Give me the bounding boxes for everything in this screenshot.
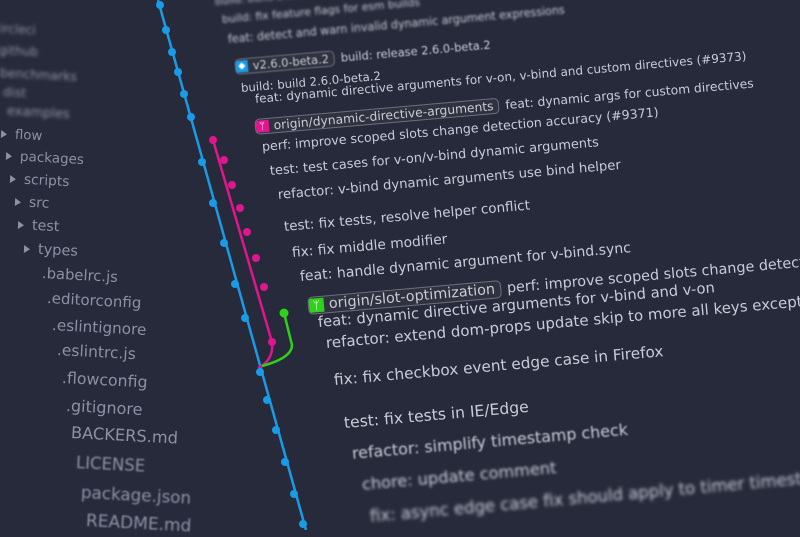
commit-dot <box>198 158 206 166</box>
commit-dot <box>156 1 164 9</box>
commit-dot <box>279 308 289 318</box>
commit-dot <box>272 426 280 434</box>
main-branch-line <box>156 0 308 530</box>
commit-dot <box>290 490 298 498</box>
commit-dot <box>220 156 228 164</box>
commit-dot <box>209 199 217 207</box>
commit-dot <box>236 204 244 212</box>
commit-dot <box>228 181 236 189</box>
commit-dot <box>268 338 276 346</box>
commit-dot <box>180 90 188 98</box>
slot-branch-line <box>261 312 294 368</box>
commit-dot <box>241 314 249 322</box>
commit-dot <box>209 136 217 144</box>
branch-icon: ᛘ <box>255 119 270 134</box>
commit-dot <box>243 228 251 236</box>
commit-dot <box>162 26 170 34</box>
commit-dot <box>168 48 176 56</box>
tag-icon: ◆ <box>235 59 249 73</box>
commit-dot <box>187 113 195 121</box>
commit-dot <box>220 239 228 247</box>
commit-dot <box>256 368 264 376</box>
commit-dot <box>252 254 260 262</box>
commit-dot <box>281 458 289 466</box>
commit-dot <box>231 280 239 288</box>
commit-dot <box>174 68 182 76</box>
commit-dot <box>260 283 268 291</box>
commit-dot <box>299 520 307 528</box>
commit-dot <box>263 396 271 404</box>
dynamic-branch-line <box>211 139 274 370</box>
branch-icon: ᛘ <box>308 297 325 314</box>
